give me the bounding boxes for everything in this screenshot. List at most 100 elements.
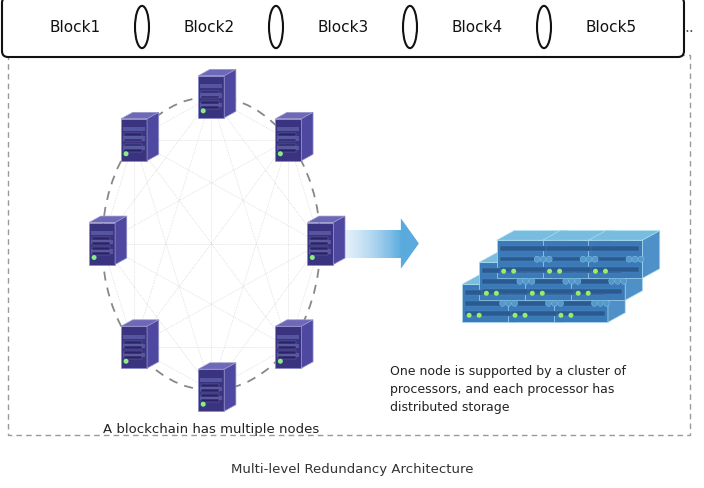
Polygon shape <box>384 230 385 258</box>
Bar <box>201 394 219 397</box>
Circle shape <box>593 269 598 274</box>
Bar <box>123 335 145 339</box>
Polygon shape <box>551 231 568 279</box>
Polygon shape <box>516 275 534 323</box>
Bar <box>200 94 222 99</box>
Polygon shape <box>121 113 158 120</box>
Text: Multi-level Redundancy Architecture: Multi-level Redundancy Architecture <box>231 463 473 475</box>
Ellipse shape <box>269 7 283 49</box>
Bar <box>277 137 299 142</box>
Circle shape <box>546 301 551 306</box>
Bar <box>201 389 219 392</box>
Bar <box>124 341 142 344</box>
Bar <box>310 238 328 241</box>
Polygon shape <box>571 253 643 263</box>
Text: Block4: Block4 <box>451 20 503 36</box>
Text: Block1: Block1 <box>49 20 101 36</box>
Bar <box>200 103 222 108</box>
Bar <box>201 384 219 387</box>
Ellipse shape <box>537 7 551 49</box>
Bar <box>91 231 113 236</box>
Circle shape <box>522 313 527 318</box>
Polygon shape <box>89 223 115 265</box>
Polygon shape <box>354 230 356 258</box>
Bar <box>557 301 605 306</box>
Ellipse shape <box>135 7 149 49</box>
Polygon shape <box>579 253 596 301</box>
Polygon shape <box>348 230 350 258</box>
Polygon shape <box>388 230 389 258</box>
Bar <box>482 289 530 295</box>
Polygon shape <box>363 230 364 258</box>
Bar <box>278 341 296 344</box>
Bar <box>528 279 577 284</box>
Polygon shape <box>199 77 224 119</box>
Bar <box>465 312 513 317</box>
Polygon shape <box>589 231 660 241</box>
Polygon shape <box>275 320 313 326</box>
Bar <box>278 134 296 137</box>
Bar <box>591 267 639 273</box>
Bar <box>123 137 145 142</box>
Polygon shape <box>340 230 341 258</box>
Polygon shape <box>554 275 625 285</box>
Polygon shape <box>562 275 579 323</box>
Bar <box>546 267 593 273</box>
Circle shape <box>523 279 529 285</box>
Bar <box>123 353 145 358</box>
Bar <box>123 146 145 150</box>
Polygon shape <box>342 230 344 258</box>
Circle shape <box>574 279 581 285</box>
Bar <box>200 387 222 391</box>
Polygon shape <box>375 230 377 258</box>
Bar <box>123 128 145 132</box>
Polygon shape <box>383 230 384 258</box>
Polygon shape <box>199 369 224 411</box>
Circle shape <box>540 257 546 263</box>
Circle shape <box>603 269 608 274</box>
Circle shape <box>576 291 581 296</box>
Polygon shape <box>356 230 358 258</box>
Polygon shape <box>394 230 396 258</box>
Polygon shape <box>398 230 400 258</box>
Circle shape <box>591 301 598 306</box>
Polygon shape <box>337 230 338 258</box>
Polygon shape <box>121 326 147 368</box>
Circle shape <box>123 152 129 157</box>
Polygon shape <box>382 230 383 258</box>
Circle shape <box>557 269 562 274</box>
Polygon shape <box>462 275 534 285</box>
Polygon shape <box>371 230 372 258</box>
Bar <box>278 144 296 147</box>
Bar <box>124 356 142 359</box>
Text: A blockchain has multiple nodes: A blockchain has multiple nodes <box>103 423 320 436</box>
Polygon shape <box>393 230 394 258</box>
Bar <box>201 106 219 109</box>
Polygon shape <box>381 230 382 258</box>
Bar <box>574 268 622 273</box>
Bar <box>309 241 332 245</box>
Polygon shape <box>341 230 342 258</box>
Polygon shape <box>386 230 388 258</box>
Polygon shape <box>308 217 345 223</box>
Circle shape <box>310 256 315 261</box>
Text: ..: .. <box>684 20 693 36</box>
Bar <box>309 250 332 254</box>
Text: One node is supported by a cluster of
processors, and each processor has
distrib: One node is supported by a cluster of pr… <box>390 365 626 414</box>
Circle shape <box>484 291 489 296</box>
Circle shape <box>615 279 621 285</box>
Circle shape <box>609 279 615 285</box>
Circle shape <box>201 402 206 407</box>
Bar <box>124 139 142 142</box>
Circle shape <box>517 279 523 285</box>
Bar <box>200 396 222 401</box>
Circle shape <box>529 279 535 285</box>
Polygon shape <box>508 275 579 285</box>
Bar <box>278 356 296 359</box>
Bar <box>124 134 142 137</box>
Polygon shape <box>462 285 516 323</box>
Bar <box>465 290 513 295</box>
Bar <box>500 257 548 262</box>
Bar <box>511 312 559 317</box>
Circle shape <box>621 279 627 285</box>
